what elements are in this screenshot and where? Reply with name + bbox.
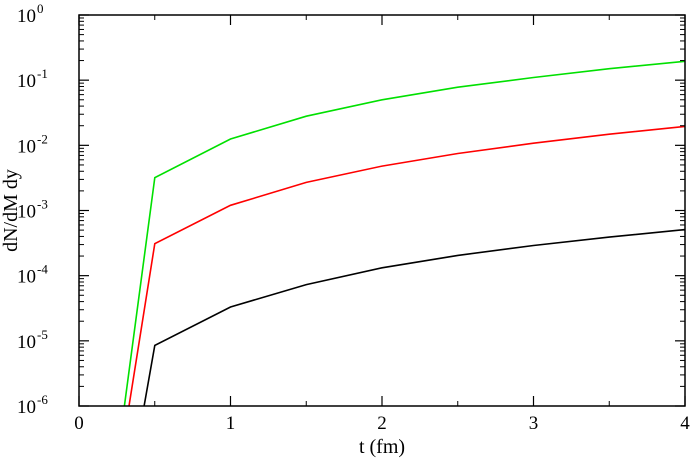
x-tick-label: 1 [226, 413, 236, 434]
y-tick-label: 100 [17, 1, 44, 27]
x-tick-label: 4 [680, 413, 690, 434]
x-axis-label: t (fm) [359, 436, 405, 458]
y-tick-label: 10-4 [17, 262, 48, 288]
plot-frame [78, 14, 686, 407]
x-tick-label: 2 [377, 413, 387, 434]
y-tick-exponent: -4 [37, 262, 48, 277]
y-tick-label: 10-5 [17, 327, 48, 353]
y-tick-exponent: -1 [37, 66, 48, 81]
y-tick-exponent: -2 [37, 131, 48, 146]
y-tick-base: 10 [17, 71, 36, 92]
y-tick-base: 10 [17, 332, 36, 353]
series-line-2 [128, 125, 685, 406]
y-tick-exponent: -3 [37, 197, 48, 212]
y-axis-label: dN/dM dy [0, 169, 22, 252]
series-line-1 [123, 60, 685, 406]
x-axis: 0 1 2 3 4 [74, 15, 690, 434]
y-tick-label: 10-6 [17, 392, 48, 418]
x-tick-label: 3 [529, 413, 539, 434]
y-tick-base: 10 [17, 397, 36, 418]
y-tick-exponent: 0 [37, 1, 44, 16]
y-tick-label: 10-3 [17, 197, 48, 223]
x-tick-label: 0 [74, 413, 84, 434]
y-tick-base: 10 [17, 6, 36, 27]
series-line-3 [143, 228, 685, 406]
y-tick-label: 10-1 [17, 66, 48, 92]
y-tick-base: 10 [17, 136, 36, 157]
y-tick-label: 10-2 [17, 131, 48, 157]
y-tick-exponent: -5 [37, 327, 48, 342]
y-tick-base: 10 [17, 267, 36, 288]
y-tick-exponent: -6 [37, 392, 48, 407]
series-layer [123, 60, 685, 406]
y-tick-base: 10 [17, 202, 36, 223]
